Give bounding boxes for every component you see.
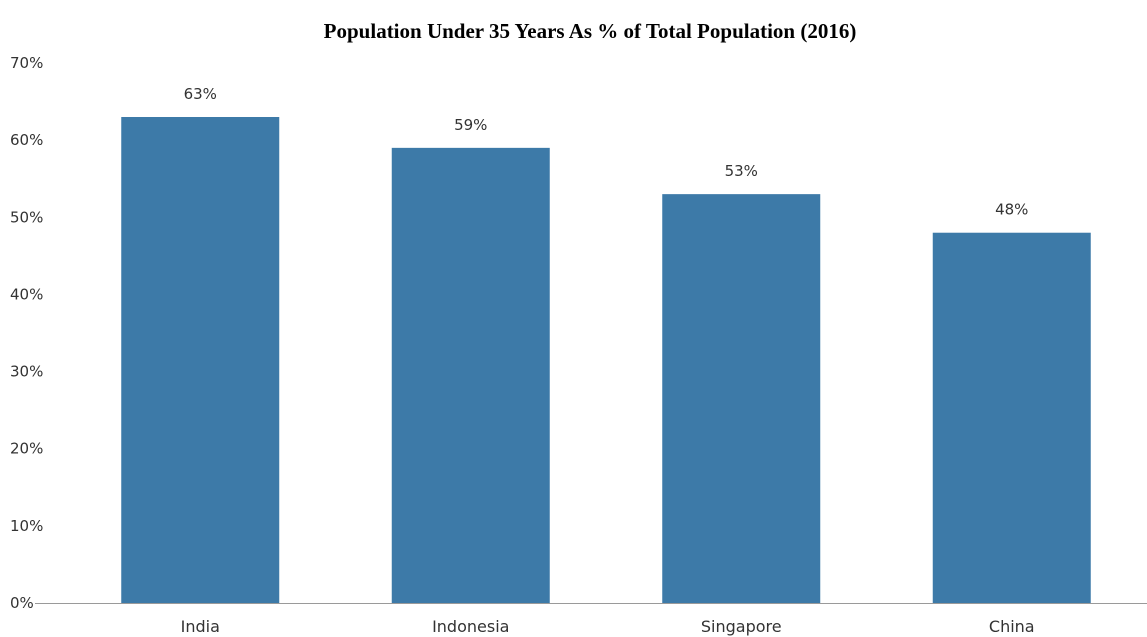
y-tick-label: 30% (10, 363, 43, 381)
bar (121, 117, 280, 603)
category-label: Singapore (701, 617, 782, 636)
data-label: 63% (184, 85, 217, 103)
bars (121, 117, 1091, 603)
bar (932, 232, 1091, 603)
y-tick-label: 50% (10, 208, 43, 226)
x-axis-category-labels: India Indonesia Singapore China (181, 617, 1035, 636)
y-tick-label: 60% (10, 131, 43, 149)
y-tick-label: 10% (10, 517, 43, 535)
y-tick-label: 40% (10, 285, 43, 303)
data-label: 48% (995, 201, 1028, 219)
category-label: India (181, 617, 220, 636)
y-axis-tick-labels: 0% 10% 20% 30% 40% 50% 60% 70% (10, 54, 43, 612)
bar (391, 147, 550, 603)
data-labels: 63% 59% 53% 48% (184, 85, 1029, 219)
category-label: China (989, 617, 1035, 636)
y-tick-label: 70% (10, 54, 43, 72)
y-tick-label: 0% (10, 594, 34, 612)
data-label: 59% (454, 116, 487, 134)
bar (662, 194, 821, 603)
y-tick-label: 20% (10, 440, 43, 458)
category-label: Indonesia (432, 617, 509, 636)
chart-title: Population Under 35 Years As % of Total … (324, 19, 857, 43)
data-label: 53% (725, 162, 758, 180)
